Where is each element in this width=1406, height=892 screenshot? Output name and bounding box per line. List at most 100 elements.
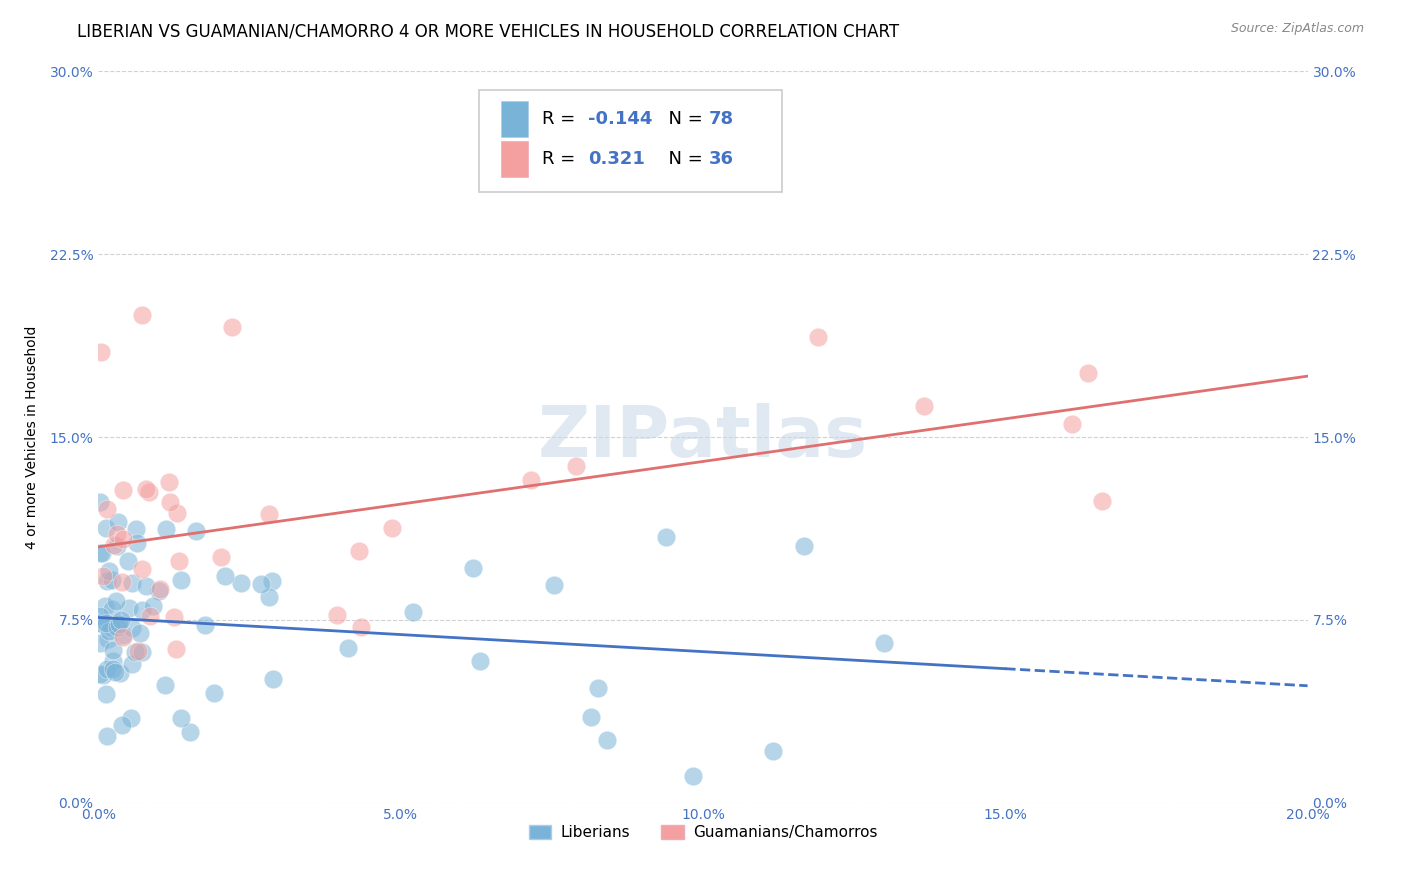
Point [142,599,165,613]
Point [107,619,129,633]
Point [325,608,347,623]
Point [596,732,619,747]
Point [111,532,134,546]
Point [108,666,131,681]
Point [94,599,117,614]
Point [153,678,176,692]
Point [129,626,152,640]
Point [91,668,114,682]
Point [155,522,177,536]
Point [1062,417,1084,432]
Point [1091,493,1114,508]
Point [138,609,160,624]
Text: R =: R = [543,150,586,168]
Point [221,320,243,334]
Point [110,613,132,627]
Point [96,501,118,516]
Point [170,711,193,725]
Point [105,539,128,553]
Point [762,744,785,758]
Text: 78: 78 [709,110,734,128]
Point [336,640,359,655]
Point [120,711,142,725]
Text: Source: ZipAtlas.com: Source: ZipAtlas.com [1230,22,1364,36]
Point [167,554,190,568]
Point [470,653,492,667]
Point [89,608,111,623]
Bar [501,141,527,178]
Point [96,687,118,701]
Point [381,521,404,535]
Legend: Liberians, Guamanians/Chamorros: Liberians, Guamanians/Chamorros [523,819,883,847]
Point [135,482,157,496]
Point [262,672,284,686]
Point [149,582,172,597]
Point [89,546,111,560]
Text: 36: 36 [709,150,734,168]
Point [125,536,148,550]
Point [124,644,146,658]
Point [96,662,118,676]
Point [231,575,253,590]
Point [107,515,129,529]
Point [159,495,181,509]
Bar [501,101,527,137]
Point [214,569,236,583]
Text: R =: R = [543,110,581,128]
FancyBboxPatch shape [479,90,782,192]
Point [94,616,117,631]
Point [107,617,129,632]
Point [1077,366,1099,380]
Point [89,667,111,681]
Point [104,594,127,608]
Point [118,601,141,615]
Y-axis label: 4 or more Vehicles in Household: 4 or more Vehicles in Household [24,326,38,549]
Point [91,617,114,632]
Point [166,507,188,521]
Point [461,561,484,575]
Point [89,495,111,509]
Point [90,344,112,359]
Point [112,630,135,644]
Point [93,569,115,583]
Point [108,616,131,631]
Point [121,576,143,591]
Point [202,686,225,700]
Text: LIBERIAN VS GUAMANIAN/CHAMORRO 4 OR MORE VEHICLES IN HOUSEHOLD CORRELATION CHART: LIBERIAN VS GUAMANIAN/CHAMORRO 4 OR MORE… [77,22,900,40]
Point [520,473,543,487]
Point [402,605,425,619]
Point [89,636,111,650]
Point [260,574,283,588]
Point [543,578,565,592]
Point [96,729,118,743]
Point [96,521,118,535]
Point [131,308,153,322]
Point [586,681,609,695]
Point [100,602,122,616]
Point [209,549,232,564]
Point [184,524,207,538]
Point [912,399,935,413]
Point [96,574,118,588]
Text: 0.321: 0.321 [588,150,645,168]
Point [565,459,588,474]
Point [135,579,157,593]
Point [112,483,135,497]
Point [98,624,121,638]
Text: ZIPatlas: ZIPatlas [538,402,868,472]
Point [194,618,217,632]
Point [257,508,280,522]
Point [163,610,186,624]
Text: -0.144: -0.144 [588,110,652,128]
Point [111,575,134,590]
Point [170,574,193,588]
Point [117,554,139,568]
Point [103,662,125,676]
Point [90,616,112,631]
Point [97,632,120,647]
Point [91,546,114,560]
Point [138,484,160,499]
Point [807,330,830,344]
Point [98,564,121,578]
Point [101,574,124,588]
